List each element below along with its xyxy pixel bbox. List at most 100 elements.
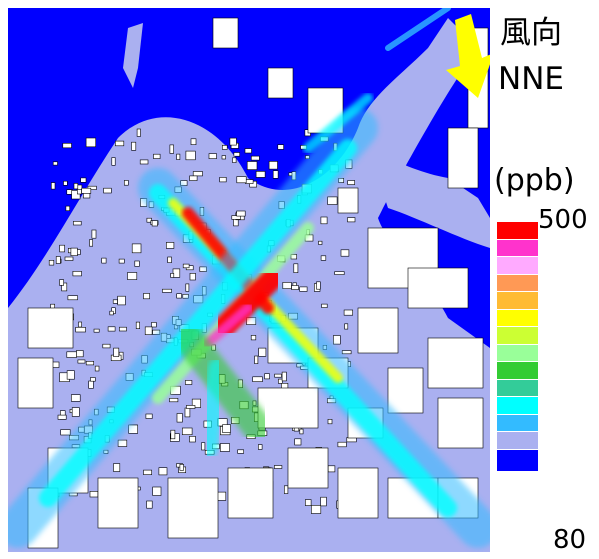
building bbox=[327, 418, 333, 425]
building bbox=[115, 140, 125, 147]
building bbox=[118, 258, 125, 264]
building bbox=[251, 155, 260, 161]
building bbox=[254, 355, 259, 364]
building bbox=[245, 179, 254, 184]
building bbox=[337, 441, 347, 448]
building bbox=[66, 370, 75, 380]
building bbox=[71, 190, 81, 200]
legend-swatch bbox=[497, 379, 538, 397]
building bbox=[272, 170, 279, 179]
building bbox=[283, 485, 289, 494]
legend-swatch bbox=[497, 362, 538, 380]
legend-swatch bbox=[497, 414, 538, 432]
building bbox=[246, 161, 258, 170]
legend-swatch bbox=[497, 257, 538, 275]
building bbox=[387, 367, 424, 414]
building bbox=[81, 187, 92, 194]
building bbox=[72, 270, 82, 277]
building bbox=[208, 153, 217, 160]
building bbox=[186, 405, 196, 409]
building bbox=[170, 429, 176, 440]
building bbox=[90, 377, 96, 382]
building bbox=[145, 413, 153, 419]
building bbox=[70, 247, 78, 257]
building bbox=[77, 189, 82, 195]
building bbox=[162, 288, 172, 293]
building bbox=[131, 141, 137, 151]
building bbox=[407, 267, 469, 309]
building bbox=[184, 407, 191, 418]
building bbox=[182, 427, 193, 435]
legend-swatch bbox=[497, 432, 538, 450]
building bbox=[334, 271, 345, 275]
building bbox=[281, 371, 287, 382]
building bbox=[167, 256, 172, 263]
building bbox=[227, 467, 274, 519]
legend-swatch bbox=[497, 274, 538, 292]
building bbox=[57, 414, 67, 420]
building bbox=[189, 272, 196, 281]
building bbox=[76, 350, 84, 358]
building bbox=[273, 465, 283, 469]
building bbox=[176, 293, 182, 299]
building bbox=[73, 221, 82, 226]
building bbox=[185, 380, 193, 385]
building bbox=[151, 322, 157, 328]
building bbox=[231, 215, 241, 220]
plume-band bbox=[203, 303, 253, 348]
arrow-down-left-icon bbox=[446, 14, 490, 98]
building bbox=[185, 150, 196, 161]
pollution-plumes bbox=[8, 8, 490, 548]
building bbox=[232, 157, 237, 163]
building bbox=[111, 157, 116, 166]
building bbox=[287, 447, 329, 489]
building bbox=[347, 180, 356, 185]
legend-swatch bbox=[497, 239, 538, 257]
building bbox=[229, 137, 237, 146]
building bbox=[268, 161, 278, 170]
building bbox=[341, 350, 352, 355]
building bbox=[190, 138, 197, 146]
building bbox=[316, 281, 321, 290]
building bbox=[134, 260, 140, 267]
building bbox=[344, 323, 349, 330]
building bbox=[62, 143, 72, 149]
building bbox=[222, 424, 231, 433]
building bbox=[244, 148, 252, 154]
building bbox=[219, 177, 227, 183]
building bbox=[60, 429, 71, 436]
building bbox=[117, 439, 128, 447]
building bbox=[252, 376, 263, 382]
building bbox=[102, 343, 111, 349]
building bbox=[170, 272, 175, 278]
building bbox=[17, 357, 54, 409]
building bbox=[333, 335, 341, 345]
color-scale-legend bbox=[497, 222, 538, 471]
building bbox=[179, 463, 184, 471]
building bbox=[293, 263, 299, 274]
building bbox=[290, 254, 297, 260]
building bbox=[89, 490, 99, 498]
building bbox=[221, 155, 226, 160]
building bbox=[146, 217, 152, 223]
building bbox=[236, 210, 246, 217]
building bbox=[59, 279, 64, 286]
building bbox=[113, 347, 120, 357]
building bbox=[278, 378, 283, 384]
building bbox=[222, 145, 228, 150]
building bbox=[357, 307, 399, 354]
plume-band bbox=[303, 93, 373, 153]
building bbox=[264, 373, 270, 380]
building bbox=[176, 413, 183, 423]
building bbox=[340, 249, 350, 257]
building bbox=[89, 239, 94, 247]
plume-band bbox=[198, 358, 228, 458]
legend-swatch bbox=[497, 397, 538, 415]
building bbox=[109, 310, 114, 316]
building bbox=[255, 171, 266, 178]
building bbox=[185, 283, 190, 292]
building bbox=[75, 326, 86, 333]
building bbox=[101, 257, 107, 264]
building bbox=[52, 161, 58, 166]
building bbox=[107, 326, 116, 332]
